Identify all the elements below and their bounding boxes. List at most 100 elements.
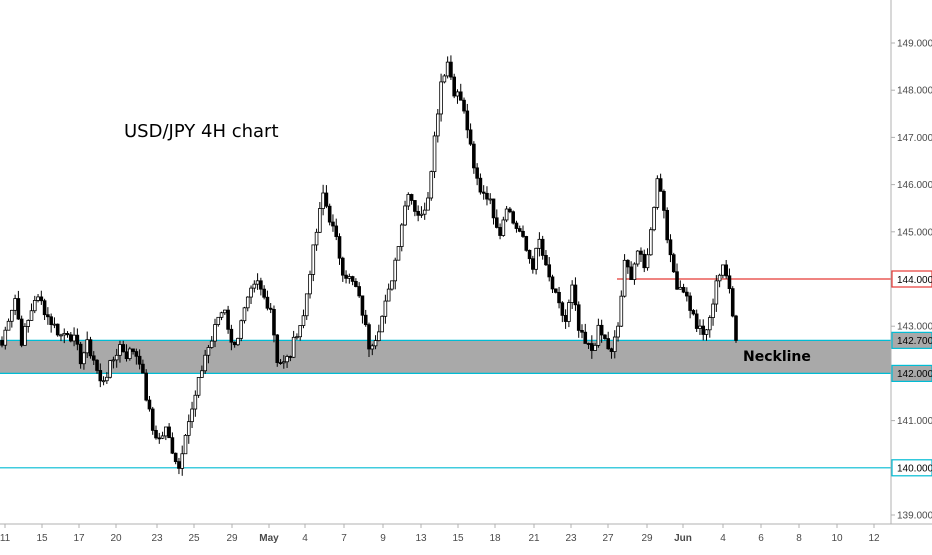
x-tick-label: 13 [415, 533, 427, 544]
x-tick-label: Jun [674, 533, 692, 544]
candle-body [49, 316, 53, 326]
candle-body [380, 315, 384, 333]
x-tick-label: 23 [565, 533, 577, 544]
candle-body [32, 300, 37, 312]
candle-body [658, 178, 663, 192]
candle-body [131, 348, 135, 352]
candle-body [514, 222, 519, 229]
candle-body [6, 320, 11, 331]
candle-body [714, 280, 719, 305]
candle-body [39, 296, 44, 302]
candle-body [180, 453, 185, 469]
candle-body [721, 264, 725, 276]
candle-body [429, 171, 434, 199]
candle-body [563, 314, 568, 322]
candle-body [724, 264, 728, 277]
candle-body [373, 340, 378, 347]
candle-body [455, 91, 460, 97]
candle-body [340, 257, 345, 276]
candle-body [173, 452, 178, 463]
candle-body [498, 227, 502, 236]
y-tick-label: 145.000 [897, 227, 932, 238]
candle-body [671, 254, 676, 273]
candle-body [386, 288, 391, 302]
candle-body [527, 249, 532, 260]
candle-body [472, 143, 476, 169]
candle-body [534, 247, 538, 270]
candle-body [609, 348, 614, 352]
candle-body [288, 356, 293, 358]
candle-body [108, 360, 112, 378]
candle-body [111, 359, 116, 362]
candle-body [707, 317, 712, 331]
candle-body [445, 61, 450, 77]
candle-body [216, 316, 221, 325]
price-label-text: 144.000 [897, 275, 932, 286]
x-tick-label: 9 [380, 533, 386, 544]
candle-body [626, 259, 630, 268]
candle-body [491, 198, 496, 219]
candle-body [334, 225, 339, 237]
candle-body [622, 259, 627, 297]
candle-body [226, 309, 230, 330]
candle-body [570, 284, 574, 303]
candle-body [704, 329, 709, 335]
candle-body [275, 334, 280, 364]
candle-body [557, 291, 561, 304]
candle-body [344, 274, 348, 279]
candle-body [337, 236, 342, 259]
candle-body [544, 255, 548, 266]
candle-body [649, 229, 653, 256]
y-tick-label: 146.000 [897, 180, 932, 191]
candle-body [478, 177, 483, 193]
candle-body [82, 352, 86, 365]
candle-body [442, 75, 447, 83]
price-label-text: 140.000 [897, 464, 932, 475]
y-tick-label: 149.000 [897, 39, 932, 50]
price-label-box [891, 270, 932, 288]
x-tick-label: 12 [868, 533, 880, 544]
candle-body [599, 324, 604, 336]
candle-body [422, 209, 427, 215]
candle-body [567, 302, 571, 322]
price-label-box [891, 364, 932, 382]
candle-body [449, 61, 453, 78]
candle-body [681, 286, 686, 293]
candle-body [160, 435, 165, 439]
candle-body [357, 286, 361, 297]
x-tick-label: 11 [0, 533, 11, 544]
candle-body [183, 434, 188, 455]
candle-body [363, 314, 368, 326]
candle-body [65, 333, 70, 336]
candle-body [232, 341, 237, 346]
candle-body [331, 221, 335, 227]
candle-body [698, 325, 702, 329]
candle-body [639, 250, 643, 255]
candle-body [265, 296, 270, 309]
candle-body [124, 351, 129, 360]
candle-body [531, 258, 535, 270]
candle-body [612, 336, 617, 352]
candle-body [642, 253, 647, 269]
candle-body [540, 238, 545, 256]
candle-body [157, 437, 162, 440]
candle-body [573, 284, 578, 306]
candle-body [259, 280, 263, 290]
candle-body [521, 230, 525, 237]
candle-body [508, 208, 512, 213]
candle-body [291, 336, 296, 358]
candle-body [304, 293, 309, 317]
candle-body [678, 286, 683, 290]
candle-body [727, 275, 732, 290]
candle-body [295, 336, 299, 339]
candle-body [223, 309, 227, 314]
candle-body [29, 310, 34, 321]
candle-body [350, 276, 355, 282]
candle-body [517, 228, 522, 232]
candle-body [524, 236, 529, 251]
candle-body [399, 224, 404, 247]
candle-body [88, 339, 93, 357]
candle-body [10, 309, 14, 322]
